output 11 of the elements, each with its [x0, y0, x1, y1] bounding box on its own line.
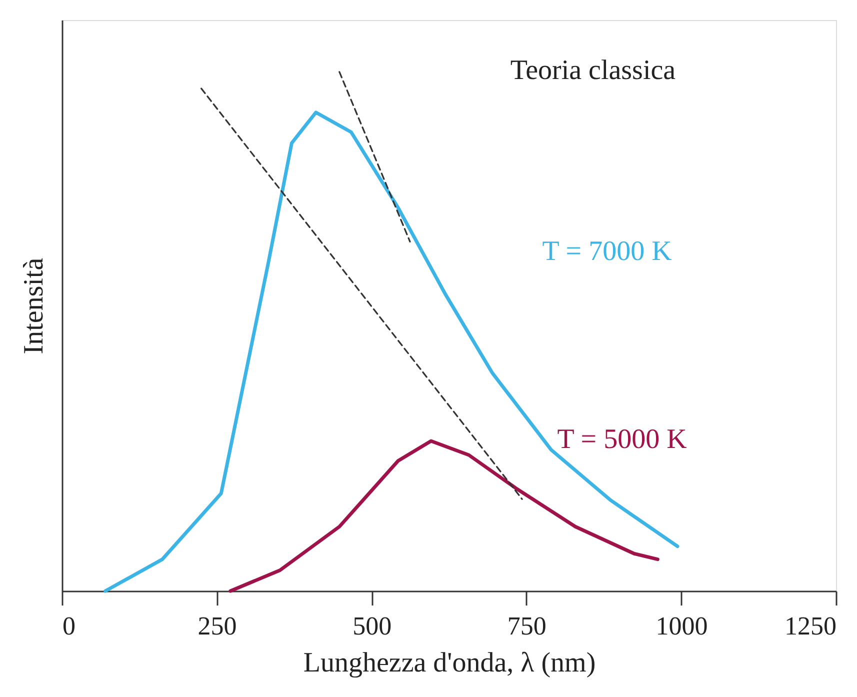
x-tick-label: 1250 — [784, 612, 836, 640]
annotation: Teoria classica — [510, 55, 676, 86]
series-label: T = 5000 K — [557, 424, 687, 455]
x-tick-label: 1000 — [656, 612, 708, 640]
x-axis-title: Lunghezza d'onda, λ (nm) — [303, 648, 596, 678]
x-tick-label: 500 — [352, 612, 392, 640]
y-axis-title: Intensità — [18, 257, 50, 354]
x-tick-label: 750 — [507, 612, 546, 640]
x-tick-label: 250 — [198, 612, 237, 640]
text: T = 7000 K — [542, 236, 672, 267]
x-tick-label: 0 — [62, 612, 76, 640]
